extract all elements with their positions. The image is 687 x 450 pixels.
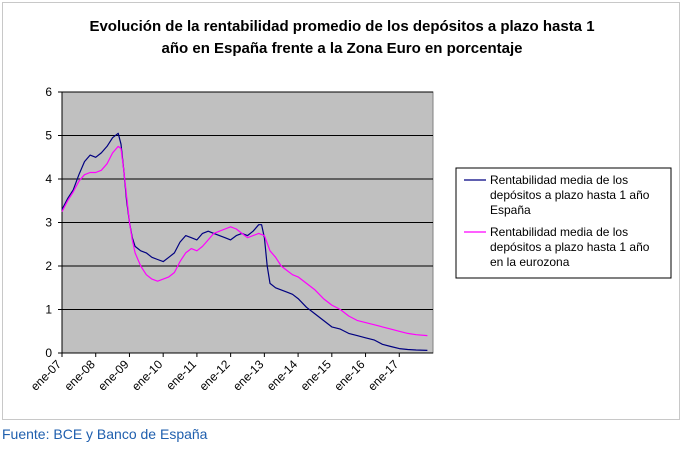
x-tick-label: ene-14	[264, 357, 301, 394]
y-tick-label: 5	[45, 129, 52, 143]
chart-title-line-1: Evolución de la rentabilidad promedio de…	[89, 18, 594, 35]
x-tick-label: ene-11	[163, 357, 199, 393]
y-tick-label: 1	[45, 303, 52, 317]
series-line-espana	[61, 132, 428, 351]
series-line-eurozona	[61, 145, 428, 337]
x-tick-label: ene-13	[230, 357, 267, 394]
x-tick-label: ene-08	[62, 357, 99, 394]
chart-title-line-2: año en España frente a la Zona Euro en p…	[162, 40, 523, 57]
legend-box	[455, 167, 672, 279]
x-tick-label: ene-09	[95, 357, 132, 394]
chart-frame: Evolución de la rentabilidad promedio de…	[2, 2, 680, 420]
plot-area: 0123456ene-07ene-08ene-09ene-10ene-11ene…	[28, 85, 434, 394]
legend-label: Rentabilidad media de los	[490, 225, 628, 239]
y-tick-label: 3	[45, 216, 52, 230]
chart-svg: Evolución de la rentabilidad promedio de…	[28, 18, 672, 394]
legend-label: en la eurozona	[490, 255, 570, 269]
x-tick-label: ene-10	[129, 357, 166, 394]
x-tick-label: ene-16	[331, 357, 368, 394]
legend-label: España	[490, 203, 531, 217]
source-note: Fuente: BCE y Banco de España	[2, 426, 208, 442]
y-tick-label: 6	[45, 85, 52, 99]
y-tick-label: 4	[45, 172, 52, 186]
x-tick-label: ene-17	[365, 357, 402, 394]
y-tick-label: 0	[45, 346, 52, 360]
legend-label: Rentabilidad media de los	[490, 173, 628, 187]
x-tick-label: ene-12	[196, 357, 233, 394]
y-tick-label: 2	[45, 259, 52, 273]
legend-label: depósitos a plazo hasta 1 año	[490, 188, 650, 202]
x-tick-label: ene-15	[298, 357, 335, 394]
legend-label: depósitos a plazo hasta 1 año	[490, 240, 650, 254]
x-tick-label: ene-07	[28, 357, 65, 394]
